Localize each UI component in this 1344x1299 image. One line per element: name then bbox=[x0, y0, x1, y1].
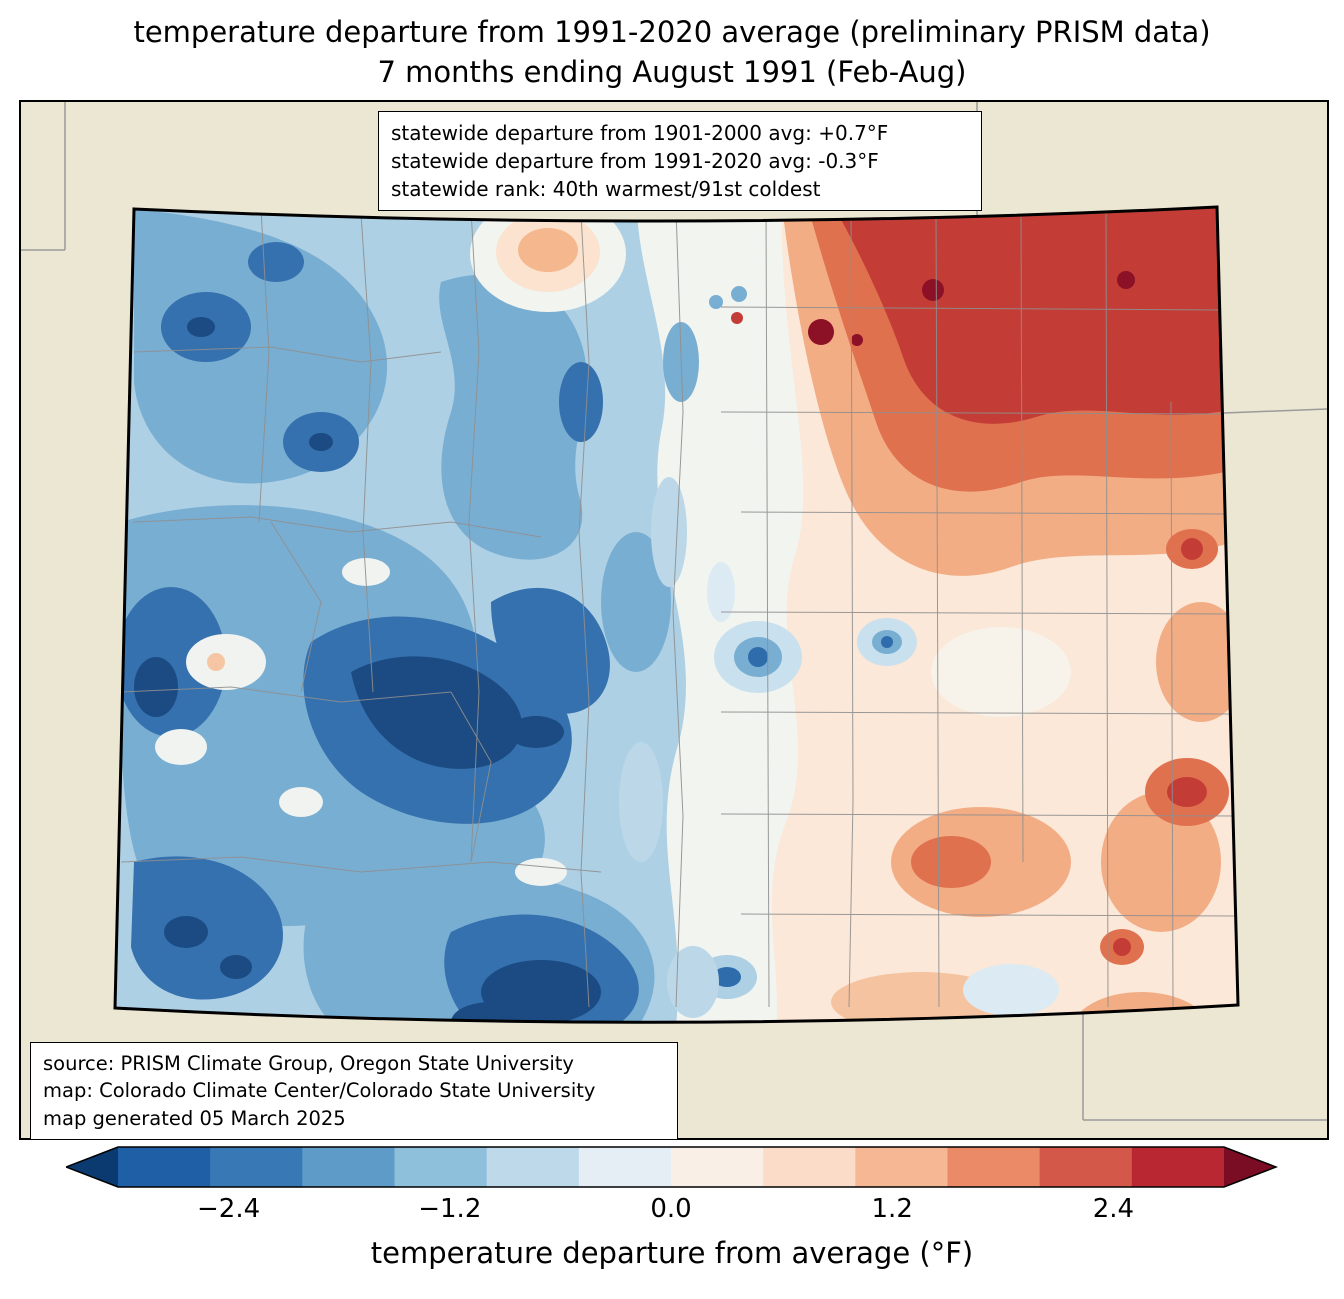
colorbar-tick-label: −2.4 bbox=[197, 1194, 261, 1224]
title-line-1: temperature departure from 1991-2020 ave… bbox=[133, 15, 1211, 49]
colorbar-segment bbox=[302, 1147, 396, 1187]
colorbar bbox=[66, 1146, 1278, 1188]
colorbar-ticks: −2.4 −1.2 0.0 1.2 2.4 bbox=[0, 1194, 1344, 1228]
nm-ok-border bbox=[1082, 1008, 1327, 1121]
state-border bbox=[113, 205, 1240, 1024]
colorbar-segment bbox=[118, 1147, 211, 1187]
colorbar-segment bbox=[1131, 1147, 1225, 1187]
colorbar-tick-label: 1.2 bbox=[871, 1194, 913, 1224]
stats-line-rank: statewide rank: 40th warmest/91st coldes… bbox=[391, 177, 821, 201]
stats-box: statewide departure from 1901-2000 avg: … bbox=[378, 111, 982, 211]
colorbar-label: temperature departure from average (°F) bbox=[370, 1236, 974, 1270]
colorbar-tick-label: −1.2 bbox=[418, 1194, 482, 1224]
colorbar-segment bbox=[486, 1147, 580, 1187]
colorbar-arrow-right bbox=[1224, 1147, 1276, 1187]
county-boundaries bbox=[120, 207, 1237, 1008]
ne-ks-border bbox=[1223, 408, 1327, 414]
source-box: source: PRISM Climate Group, Oregon Stat… bbox=[30, 1042, 678, 1140]
colorbar-segment bbox=[763, 1147, 856, 1187]
colorbar-segment bbox=[210, 1147, 303, 1187]
stats-line-1901-2000: statewide departure from 1901-2000 avg: … bbox=[391, 121, 889, 145]
colorbar-segment bbox=[578, 1147, 672, 1187]
temperature-contours bbox=[115, 207, 1238, 1023]
colorbar-segment bbox=[394, 1147, 488, 1187]
colorbar-arrow-left bbox=[66, 1147, 118, 1187]
map-credit-line: map: Colorado Climate Center/Colorado St… bbox=[43, 1079, 596, 1103]
colorbar-segment bbox=[1039, 1147, 1133, 1187]
colorado-map-svg bbox=[21, 102, 1327, 1138]
colorbar-segment bbox=[671, 1147, 764, 1187]
figure-title: temperature departure from 1991-2020 ave… bbox=[0, 12, 1344, 92]
colorbar-tick-label: 2.4 bbox=[1092, 1194, 1135, 1224]
title-line-2: 7 months ending August 1991 (Feb-Aug) bbox=[377, 55, 967, 90]
colorbar-segment bbox=[855, 1147, 949, 1187]
source-line: source: PRISM Climate Group, Oregon Stat… bbox=[43, 1052, 574, 1075]
colorbar-tick-label: 0.0 bbox=[650, 1194, 692, 1224]
ut-wy-border bbox=[21, 102, 66, 251]
colorbar-outline bbox=[66, 1146, 1278, 1188]
stats-line-1991-2020: statewide departure from 1991-2020 avg: … bbox=[391, 149, 879, 173]
map-axes bbox=[19, 100, 1329, 1140]
generated-date-line: map generated 05 March 2025 bbox=[43, 1106, 346, 1130]
colorbar-segment bbox=[947, 1147, 1041, 1187]
